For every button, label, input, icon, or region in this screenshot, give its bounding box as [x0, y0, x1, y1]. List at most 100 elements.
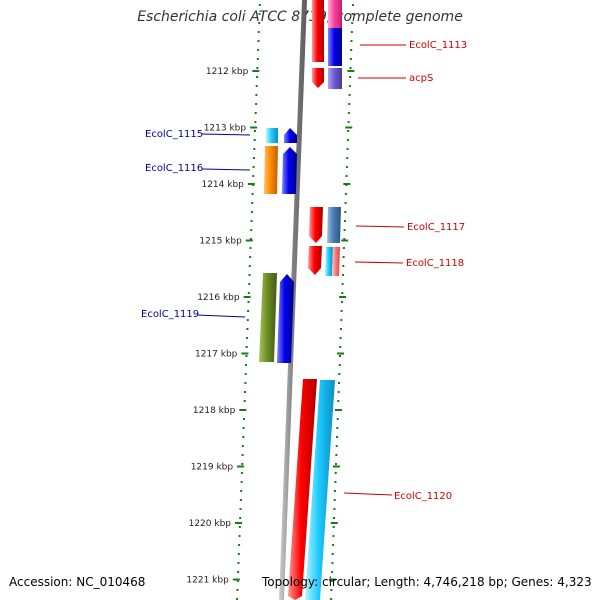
gene-labels: EcolC_1113 acpS EcolC_1115 EcolC_1116 Ec… — [141, 40, 467, 502]
guide-dot — [246, 328, 249, 330]
guide-dot — [256, 67, 259, 69]
guide-dot — [242, 427, 245, 429]
gene-feature-orange — [264, 146, 278, 194]
guide-dot — [243, 400, 246, 402]
guide-dot — [253, 157, 255, 159]
guide-dot — [251, 202, 254, 204]
guide-dot — [334, 481, 337, 483]
guide-dot — [258, 4, 261, 6]
gene-feature-red — [312, 68, 324, 88]
guide-dot — [239, 499, 242, 501]
gene-feature-red — [308, 246, 322, 275]
guide-dot — [254, 121, 257, 123]
tick-label: 1219 kbp — [191, 463, 234, 473]
gene-feature-olive — [259, 273, 277, 362]
guide-dot — [247, 301, 250, 303]
guide-dot — [255, 85, 258, 87]
guide-dot — [339, 346, 342, 348]
major-tick — [243, 296, 251, 298]
guide-dot — [344, 211, 347, 213]
major-tick — [237, 465, 245, 468]
guide-dot — [245, 346, 248, 348]
gene-feature-blue — [284, 128, 297, 143]
genome-title: Escherichia coli ATCC 8739, complete gen… — [137, 9, 463, 25]
leader-line — [201, 133, 251, 136]
gene-label-ecolc-1120[interactable]: EcolC_1120 — [394, 491, 452, 502]
gene-label-ecolc-1119[interactable]: EcolC_1119 — [141, 309, 199, 320]
guide-dot — [246, 337, 249, 339]
guide-dot — [332, 526, 335, 528]
gene-label-ecolc-1116[interactable]: EcolC_1116 — [145, 163, 203, 174]
guide-dot — [249, 256, 252, 258]
guide-dot — [347, 112, 350, 114]
guide-dot — [342, 265, 345, 267]
tick-label: 1215 kbp — [199, 237, 242, 247]
gene-feature-cyan — [266, 128, 278, 143]
guide-dot — [348, 103, 351, 105]
guide-dot — [257, 40, 260, 42]
guide-dot — [346, 157, 349, 159]
gene-label-ecolc-1118[interactable]: EcolC_1118 — [406, 258, 464, 269]
tick-label: 1213 kbp — [204, 124, 247, 134]
guide-dot — [330, 598, 333, 600]
major-tick — [330, 522, 338, 524]
guide-dot — [346, 148, 349, 150]
guide-dot — [249, 238, 252, 240]
guide-dot — [237, 571, 240, 573]
guide-dot — [244, 391, 246, 393]
guide-dot — [349, 76, 352, 78]
guide-dot — [246, 319, 249, 321]
guide-dot — [330, 580, 333, 582]
guide-dot — [351, 22, 354, 24]
major-tick — [339, 296, 347, 298]
tick-label: 1220 kbp — [189, 519, 232, 529]
leader-line — [196, 314, 246, 318]
guide-dot — [345, 175, 348, 177]
tick-label: 1217 kbp — [195, 350, 238, 360]
guide-dot — [340, 328, 342, 330]
major-tick — [239, 409, 247, 411]
guide-dot — [343, 220, 346, 222]
gene-label-ecolc-1115[interactable]: EcolC_1115 — [145, 129, 203, 140]
gene-label-ecolc-1117[interactable]: EcolC_1117 — [407, 222, 465, 233]
guide-dot — [242, 436, 245, 438]
guide-dot — [341, 292, 344, 294]
guide-dot — [344, 202, 347, 204]
major-tick — [337, 352, 344, 355]
guide-dot — [256, 58, 259, 60]
guide-dot — [241, 445, 244, 447]
guide-dot — [254, 130, 256, 132]
guide-dot — [336, 418, 339, 420]
major-tick — [252, 70, 260, 72]
guide-dot — [251, 193, 254, 195]
tick-label: 1216 kbp — [197, 293, 240, 303]
major-tick — [241, 352, 249, 355]
major-tick — [250, 126, 258, 129]
guide-dot — [239, 517, 242, 519]
guide-dot — [351, 13, 354, 15]
tick-label: 1221 kbp — [186, 576, 229, 586]
guide-dot — [347, 121, 350, 123]
guide-dot — [244, 382, 247, 384]
guide-dot — [241, 454, 244, 456]
gene-label-ecolc-1113[interactable]: EcolC_1113 — [409, 40, 467, 51]
guide-dot — [237, 562, 240, 564]
guide-dot — [250, 211, 253, 213]
guide-dot — [238, 535, 241, 537]
guide-dot — [238, 526, 241, 528]
guide-dot — [343, 229, 346, 231]
guide-dot — [343, 238, 346, 240]
major-tick — [245, 239, 253, 242]
tick-label: 1214 kbp — [201, 180, 244, 190]
guide-dot — [337, 400, 340, 402]
guide-dot — [349, 58, 352, 60]
guide-dot — [236, 598, 239, 600]
guide-dot — [256, 76, 259, 78]
major-tick — [235, 522, 242, 524]
gene-label-acps[interactable]: acpS — [409, 73, 433, 84]
gene-feature-pink — [328, 0, 342, 28]
major-tick — [341, 239, 349, 242]
gene-features — [259, 0, 342, 600]
gene-feature-cyan — [325, 247, 333, 276]
guide-dot — [333, 517, 335, 519]
